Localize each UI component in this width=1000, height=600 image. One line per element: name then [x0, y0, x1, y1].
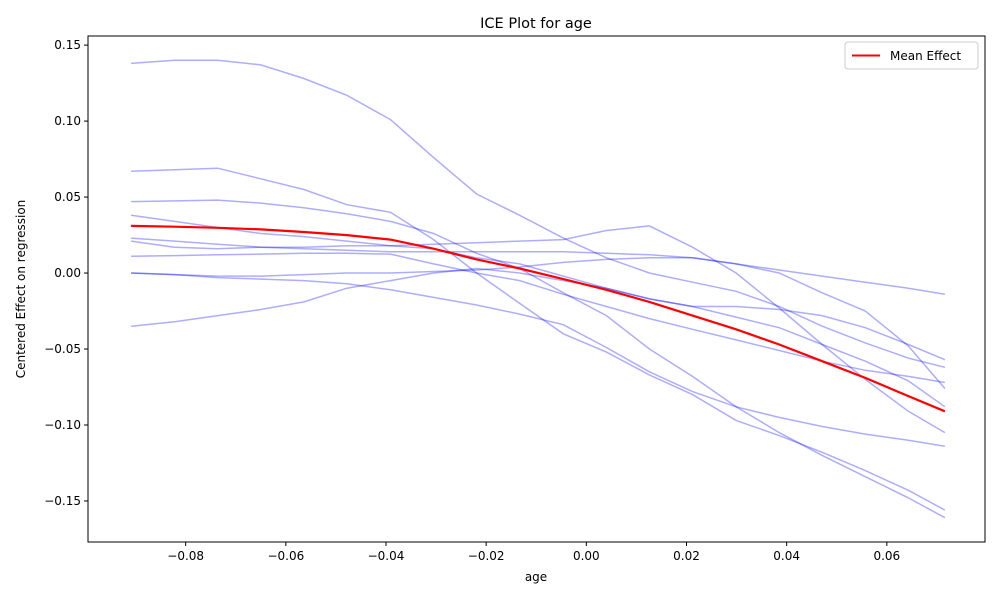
- x-tick-label: −0.02: [468, 549, 505, 563]
- ice-line-2: [131, 167, 946, 511]
- ice-line-9: [131, 272, 946, 448]
- ice-line-5: [131, 237, 946, 296]
- ice-line-6: [130, 225, 946, 434]
- mean-line-group: [131, 224, 946, 413]
- y-axis-label: Centered Effect on regression: [14, 200, 28, 379]
- ice-line-4: [130, 214, 946, 361]
- x-axis-label: age: [525, 570, 547, 584]
- x-tick-label: −0.06: [267, 549, 304, 563]
- ice-line-8: [131, 257, 946, 389]
- legend: Mean Effect: [844, 41, 979, 70]
- y-tick-label: 0.10: [54, 114, 81, 128]
- legend-label-mean-effect: Mean Effect: [890, 49, 961, 63]
- x-tick-label: 0.02: [673, 549, 700, 563]
- y-tick-label: 0.15: [54, 38, 81, 52]
- ice-line-1: [131, 59, 946, 369]
- mean-effect-line: [131, 224, 946, 413]
- ice-line-10: [131, 267, 946, 408]
- axes-frame: [87, 35, 986, 543]
- y-tick-label: −0.05: [44, 342, 81, 356]
- y-axis: −0.15 −0.10 −0.05 0.00 0.05 0.10 0.15: [44, 38, 88, 508]
- ice-line-3: [131, 199, 946, 519]
- x-axis: −0.08 −0.06 −0.04 −0.02 0.00 0.02 0.04 0.06: [167, 542, 900, 563]
- x-tick-label: 0.00: [573, 549, 600, 563]
- x-tick-label: 0.04: [773, 549, 800, 563]
- x-tick-label: −0.08: [167, 549, 204, 563]
- y-tick-label: −0.15: [44, 494, 81, 508]
- ice-lines-group: [130, 59, 946, 519]
- y-tick-label: 0.05: [54, 190, 81, 204]
- x-tick-label: −0.04: [368, 549, 405, 563]
- chart-title: ICE Plot for age: [480, 16, 592, 32]
- y-tick-label: −0.10: [44, 418, 81, 432]
- legend-box: [844, 41, 979, 70]
- x-tick-label: 0.06: [873, 549, 900, 563]
- y-tick-label: 0.00: [54, 266, 81, 280]
